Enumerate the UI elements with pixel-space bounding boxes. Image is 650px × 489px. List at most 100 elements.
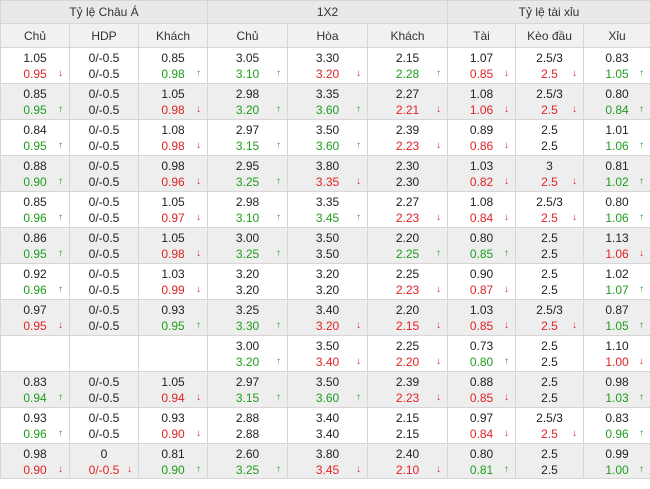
current-odds: 0.95 [23, 103, 47, 117]
current-odds-line: 3.40 [288, 426, 367, 442]
arrow-up-icon: ↑ [276, 104, 282, 115]
current-odds-line: 2.5 [516, 390, 583, 406]
current-odds: 3.35 [315, 175, 340, 189]
opening-odds: 3.35 [315, 87, 340, 101]
current-odds: 0.98 [161, 67, 185, 81]
current-odds: 0.95 [23, 247, 47, 261]
opening-odds: 0.97 [23, 303, 47, 317]
cell-home: 1.05 0.95 ↓ [0, 47, 70, 84]
arrow-down-icon: ↓ [572, 320, 578, 331]
arrow-down-icon: ↓ [504, 104, 510, 115]
current-odds-line: 3.20 ↑ [208, 102, 287, 118]
table-row: 0.83 0.94 ↑ 0/-0.5 0/-0.5 1.05 0.94 ↓ 2.97 3.15 ↑ 3… [0, 371, 650, 408]
current-odds: 1.06 [605, 247, 629, 261]
current-odds-line: 0.94 ↑ [1, 390, 69, 406]
current-odds: 3.20 [235, 283, 260, 297]
current-odds-line: 0.97 ↓ [139, 210, 207, 226]
opening-odds: 3.50 [315, 231, 340, 245]
opening-odds: 2.15 [395, 51, 420, 65]
current-odds: 0.99 [161, 283, 185, 297]
arrow-up-icon: ↑ [639, 68, 645, 79]
opening-odds: 0.85 [161, 51, 185, 65]
cell-away-1x2: 2.27 2.23 ↓ [367, 191, 449, 228]
current-odds: 2.5 [541, 247, 558, 261]
arrow-down-icon: ↓ [639, 248, 645, 259]
arrow-down-icon: ↓ [436, 356, 442, 367]
opening-odds: 1.05 [161, 87, 185, 101]
cell-under: 0.80 0.84 ↑ [583, 83, 650, 120]
arrow-up-icon: ↑ [639, 104, 645, 115]
current-odds: 2.20 [395, 355, 420, 369]
opening-odds: 3.00 [235, 231, 260, 245]
arrow-down-icon: ↓ [436, 104, 442, 115]
col-header-over: Tài [447, 23, 517, 48]
cell-home-1x2: 2.60 3.25 ↑ [207, 443, 289, 479]
current-odds-line: 0.96 ↓ [139, 174, 207, 190]
current-odds-line: 0/-0.5 [70, 426, 138, 442]
cell-home: 0.92 0.96 ↑ [0, 263, 70, 300]
cell-away: 0.98 0.96 ↓ [137, 155, 209, 192]
table-row: 1.05 0.95 ↓ 0/-0.5 0/-0.5 0.85 0.98 ↑ 3.05 3.10 ↑ 3… [0, 47, 650, 84]
opening-odds: 0/-0.5 [88, 159, 120, 173]
current-odds-line [139, 354, 207, 370]
cell-opening-line: 2.5 2.5 [515, 443, 585, 479]
opening-odds: 2.5/3 [536, 87, 563, 101]
table-row: 0.85 0.96 ↑ 0/-0.5 0/-0.5 1.05 0.97 ↓ 2.98 3.10 ↑ 3… [0, 191, 650, 228]
current-odds-line: 2.5 ↓ [516, 102, 583, 118]
cell-hdp: 0/-0.5 0/-0.5 [69, 263, 139, 300]
current-odds-line: 3.25 ↑ [208, 246, 287, 262]
cell-home-1x2: 2.97 3.15 ↑ [207, 119, 289, 156]
current-odds-line: 0/-0.5 [70, 390, 138, 406]
opening-odds: 0/-0.5 [88, 303, 120, 317]
current-odds-line: 1.00 ↑ [584, 462, 650, 478]
opening-odds: 2.5/3 [536, 195, 563, 209]
current-odds-line: 0.90 ↓ [139, 426, 207, 442]
current-odds-line: 3.45 ↓ [288, 462, 367, 478]
cell-under: 0.80 1.06 ↑ [583, 191, 650, 228]
opening-odds: 0.93 [161, 303, 185, 317]
opening-odds: 3.05 [235, 51, 260, 65]
arrow-up-icon: ↑ [58, 428, 63, 439]
cell-away [137, 335, 209, 372]
opening-odds: 0/-0.5 [88, 87, 120, 101]
arrow-down-icon: ↓ [504, 140, 510, 151]
cell-away-1x2: 2.20 2.25 ↑ [367, 227, 449, 264]
arrow-up-icon: ↑ [58, 212, 63, 223]
current-odds-line: 0.95 ↑ [1, 102, 69, 118]
current-odds: 0.87 [469, 283, 494, 297]
current-odds: 1.05 [605, 67, 629, 81]
current-odds-line: 0/-0.5 [70, 318, 138, 334]
arrow-up-icon: ↑ [356, 140, 362, 151]
cell-under: 0.87 1.05 ↑ [583, 299, 650, 336]
opening-odds: 2.98 [235, 195, 260, 209]
arrow-up-icon: ↑ [504, 464, 510, 475]
cell-away: 1.08 0.98 ↓ [137, 119, 209, 156]
arrow-down-icon: ↓ [436, 320, 442, 331]
current-odds-line: 0.85 ↑ [448, 246, 515, 262]
arrow-down-icon: ↓ [356, 320, 362, 331]
arrow-down-icon: ↓ [572, 104, 578, 115]
cell-home-1x2: 2.88 2.88 [207, 407, 289, 444]
current-odds-line: 0.90 ↑ [139, 462, 207, 478]
current-odds: 0.95 [23, 67, 47, 81]
cell-opening-line: 2.5 2.5 [515, 119, 585, 156]
cell-home-1x2: 2.97 3.15 ↑ [207, 371, 289, 408]
cell-hdp: 0 0/-0.5 ↓ [69, 443, 139, 479]
arrow-up-icon: ↑ [276, 248, 282, 259]
current-odds-line: 0/-0.5 [70, 102, 138, 118]
cell-home-1x2: 2.98 3.10 ↑ [207, 191, 289, 228]
table-row: 0.84 0.95 ↑ 0/-0.5 0/-0.5 1.08 0.98 ↓ 2.97 3.15 ↑ 3… [0, 119, 650, 156]
arrow-down-icon: ↓ [436, 284, 442, 295]
cell-home: 0.88 0.90 ↑ [0, 155, 70, 192]
opening-odds: 0/-0.5 [88, 195, 120, 209]
arrow-up-icon: ↑ [58, 284, 63, 295]
arrow-down-icon: ↓ [572, 428, 578, 439]
opening-odds: 3.35 [315, 195, 340, 209]
opening-odds: 2.5/3 [536, 51, 563, 65]
arrow-down-icon: ↓ [504, 392, 510, 403]
arrow-up-icon: ↑ [58, 392, 63, 403]
arrow-up-icon: ↑ [276, 392, 282, 403]
current-odds: 2.5 [541, 211, 558, 225]
opening-odds: 1.02 [605, 267, 629, 281]
cell-hdp: 0/-0.5 0/-0.5 [69, 47, 139, 84]
